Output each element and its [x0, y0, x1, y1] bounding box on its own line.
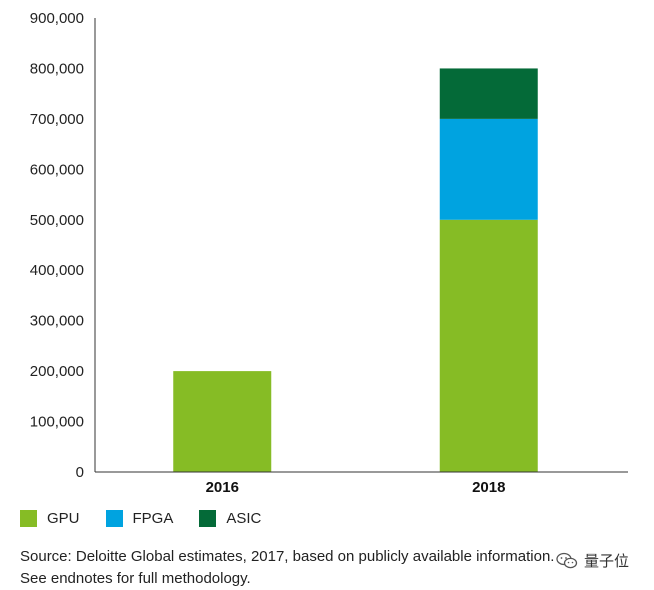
watermark-text: 量子位	[584, 553, 630, 570]
bar-asic-2018	[439, 68, 538, 119]
x-axis-labels: 2016 2018	[206, 479, 506, 496]
legend-item-gpu: GPU	[20, 510, 80, 527]
x-tick-label-2018: 2018	[472, 479, 505, 496]
y-axis-ticks: 0 100,000 200,000 300,000 400,000 500,000 600,…	[30, 10, 84, 481]
legend-swatch-gpu	[20, 510, 37, 527]
legend-item-fpga: FPGA	[105, 510, 174, 527]
y-tick-label: 200,000	[30, 363, 84, 380]
y-tick-label: 300,000	[30, 313, 84, 330]
y-tick-label: 800,000	[30, 60, 84, 77]
y-tick-label: 0	[76, 464, 84, 481]
legend-swatch-fpga	[105, 510, 123, 527]
legend-label-asic: ASIC	[226, 510, 262, 527]
wechat-icon	[556, 552, 578, 568]
y-tick-label: 500,000	[30, 212, 84, 229]
bar-gpu-2016	[173, 371, 272, 472]
legend-swatch-asic	[199, 510, 217, 527]
y-tick-label: 900,000	[30, 10, 84, 27]
source-note: Source: Deloitte Global estimates, 2017,…	[20, 548, 555, 587]
bar-fpga-2018	[439, 118, 538, 220]
x-tick-label-2016: 2016	[206, 479, 239, 496]
legend-label-gpu: GPU	[47, 510, 80, 527]
legend-label-fpga: FPGA	[132, 510, 174, 527]
chart: 0 100,000 200,000 300,000 400,000 500,000 600,…	[30, 10, 628, 496]
y-tick-label: 700,000	[30, 111, 84, 128]
bars	[173, 68, 538, 472]
y-tick-label: 100,000	[30, 414, 84, 431]
legend: GPU FPGA ASIC	[20, 510, 287, 527]
bar-gpu-2018	[439, 219, 538, 472]
legend-item-asic: ASIC	[199, 510, 261, 527]
y-tick-label: 400,000	[30, 262, 84, 279]
watermark: 量子位	[556, 550, 629, 571]
y-tick-label: 600,000	[30, 161, 84, 178]
